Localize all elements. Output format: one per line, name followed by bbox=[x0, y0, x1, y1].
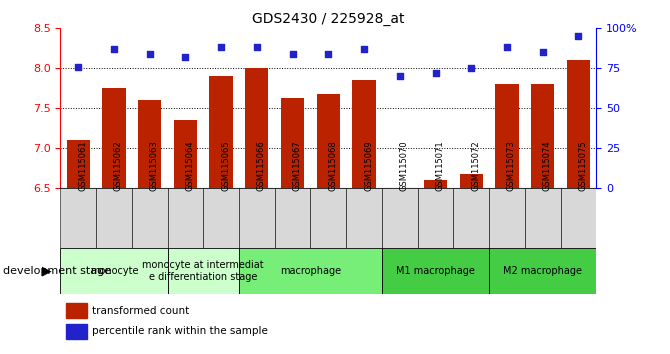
Point bbox=[287, 51, 298, 57]
Text: GSM115063: GSM115063 bbox=[149, 140, 159, 190]
Point bbox=[358, 46, 369, 52]
Bar bbox=[281, 98, 304, 188]
Point bbox=[109, 46, 119, 52]
Bar bbox=[424, 180, 447, 188]
Bar bbox=[60, 248, 168, 294]
Bar bbox=[382, 248, 489, 294]
Point bbox=[573, 34, 584, 39]
Point bbox=[251, 45, 262, 50]
Text: GSM115071: GSM115071 bbox=[436, 140, 444, 190]
Bar bbox=[210, 76, 232, 188]
Text: GSM115070: GSM115070 bbox=[400, 140, 409, 190]
Bar bbox=[310, 188, 346, 248]
Bar bbox=[96, 188, 132, 248]
Bar bbox=[66, 324, 87, 339]
Bar bbox=[239, 248, 382, 294]
Text: transformed count: transformed count bbox=[92, 306, 190, 316]
Text: monocyte: monocyte bbox=[90, 266, 138, 276]
Text: GSM115062: GSM115062 bbox=[114, 140, 123, 190]
Text: GSM115072: GSM115072 bbox=[471, 140, 480, 190]
Text: M2 macrophage: M2 macrophage bbox=[503, 266, 582, 276]
Point bbox=[466, 65, 476, 71]
Bar bbox=[168, 188, 203, 248]
Bar bbox=[531, 84, 554, 188]
Text: GSM115074: GSM115074 bbox=[543, 140, 551, 190]
Bar bbox=[525, 188, 561, 248]
Point bbox=[395, 73, 405, 79]
Bar bbox=[168, 248, 239, 294]
Text: percentile rank within the sample: percentile rank within the sample bbox=[92, 326, 269, 336]
Point bbox=[537, 50, 548, 55]
Text: ▶: ▶ bbox=[42, 264, 52, 277]
Text: GSM115067: GSM115067 bbox=[293, 140, 302, 190]
Bar bbox=[489, 248, 596, 294]
Text: GSM115068: GSM115068 bbox=[328, 140, 337, 190]
Text: GSM115069: GSM115069 bbox=[364, 140, 373, 190]
Bar bbox=[203, 188, 239, 248]
Title: GDS2430 / 225928_at: GDS2430 / 225928_at bbox=[252, 12, 405, 26]
Text: GSM115065: GSM115065 bbox=[221, 140, 230, 190]
Bar bbox=[245, 68, 269, 188]
Text: GSM115064: GSM115064 bbox=[186, 140, 194, 190]
Point bbox=[73, 64, 84, 69]
Bar bbox=[489, 188, 525, 248]
Bar bbox=[454, 188, 489, 248]
Text: monocyte at intermediat
e differentiation stage: monocyte at intermediat e differentiatio… bbox=[143, 260, 264, 282]
Point bbox=[323, 51, 334, 57]
Bar bbox=[138, 100, 161, 188]
Bar bbox=[352, 80, 376, 188]
Bar bbox=[417, 188, 454, 248]
Text: GSM115073: GSM115073 bbox=[507, 140, 516, 190]
Text: GSM115075: GSM115075 bbox=[578, 140, 588, 190]
Bar bbox=[174, 120, 197, 188]
Text: GSM115066: GSM115066 bbox=[257, 140, 266, 190]
Text: M1 macrophage: M1 macrophage bbox=[396, 266, 475, 276]
Bar bbox=[495, 84, 519, 188]
Text: macrophage: macrophage bbox=[280, 266, 341, 276]
Point bbox=[180, 54, 191, 60]
Point bbox=[144, 51, 155, 57]
Bar bbox=[275, 188, 310, 248]
Point bbox=[216, 45, 226, 50]
Text: GSM115061: GSM115061 bbox=[78, 140, 87, 190]
Bar bbox=[66, 140, 90, 188]
Bar bbox=[239, 188, 275, 248]
Bar bbox=[460, 174, 483, 188]
Bar bbox=[317, 94, 340, 188]
Bar bbox=[561, 188, 596, 248]
Bar bbox=[346, 188, 382, 248]
Bar bbox=[132, 188, 168, 248]
Bar bbox=[103, 88, 125, 188]
Bar bbox=[66, 303, 87, 318]
Text: development stage: development stage bbox=[3, 266, 111, 276]
Point bbox=[502, 45, 513, 50]
Bar bbox=[567, 60, 590, 188]
Point bbox=[430, 70, 441, 76]
Bar bbox=[60, 188, 96, 248]
Bar bbox=[382, 188, 417, 248]
